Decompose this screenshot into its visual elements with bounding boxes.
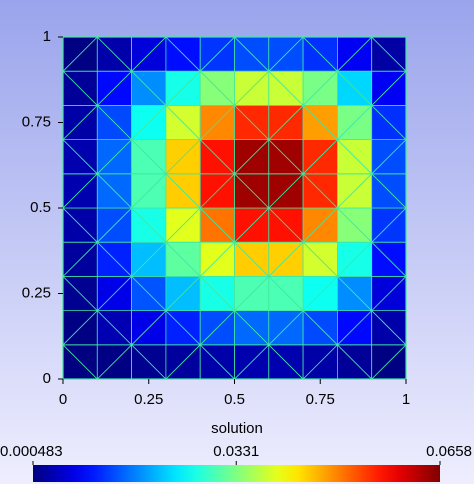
x-tick-label: 0.25 (134, 391, 163, 408)
x-tick-label: 1 (402, 391, 410, 408)
colorbar-tick-label: 0.0658 (426, 443, 472, 460)
y-tick-label: 0.25 (22, 284, 51, 301)
colorbar-title: solution (211, 420, 263, 437)
y-tick-label: 0.75 (22, 113, 51, 130)
colorbar-tick-label: 0.0331 (213, 443, 259, 460)
x-tick-label: 0.75 (306, 391, 335, 408)
y-tick-label: 0.5 (30, 199, 51, 216)
x-tick-label: 0.5 (224, 391, 245, 408)
y-tick-label: 0 (43, 370, 51, 387)
y-tick-label: 1 (43, 28, 51, 45)
colorbar (33, 465, 440, 482)
x-tick-label: 0 (59, 391, 67, 408)
colorbar-tick-label: 0.000483 (0, 443, 63, 460)
